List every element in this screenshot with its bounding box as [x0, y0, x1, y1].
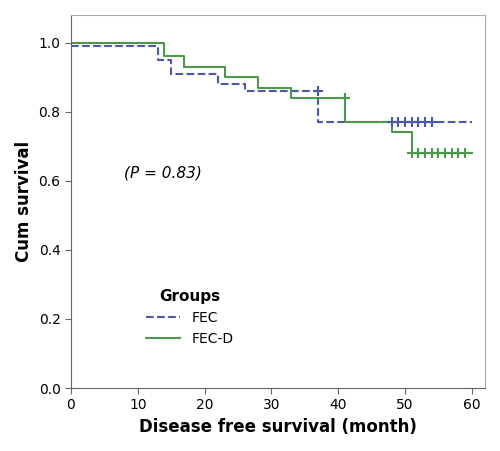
X-axis label: Disease free survival (month): Disease free survival (month): [139, 418, 417, 436]
Text: (P = 0.83): (P = 0.83): [124, 166, 202, 180]
Y-axis label: Cum survival: Cum survival: [15, 141, 33, 262]
Legend: FEC, FEC-D: FEC, FEC-D: [140, 283, 239, 351]
